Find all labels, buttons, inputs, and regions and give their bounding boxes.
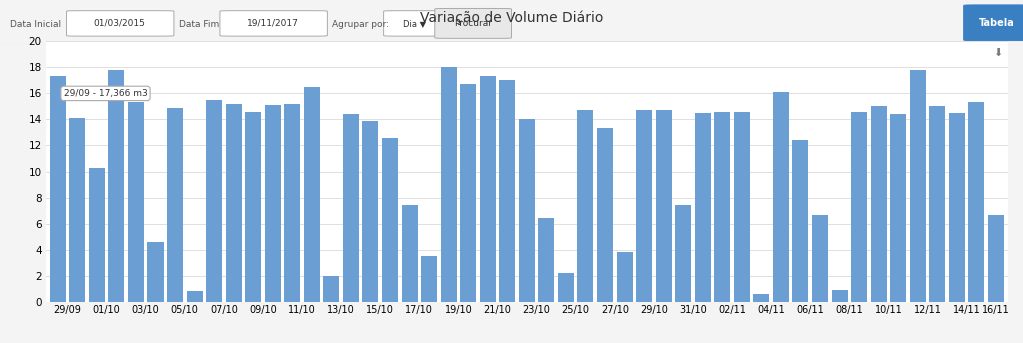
Bar: [480, 76, 496, 302]
Bar: [675, 205, 692, 302]
Bar: [948, 113, 965, 302]
Bar: [695, 113, 711, 302]
Text: Procurar: Procurar: [453, 19, 492, 28]
Bar: [108, 70, 125, 302]
Bar: [499, 80, 516, 302]
Bar: [265, 105, 280, 302]
Bar: [246, 111, 261, 302]
Bar: [929, 106, 945, 302]
Text: 29/09 - 17,366 m3: 29/09 - 17,366 m3: [63, 89, 147, 98]
Bar: [812, 214, 828, 302]
Bar: [362, 121, 379, 302]
Text: Data Fim: Data Fim: [179, 20, 219, 29]
Bar: [832, 290, 848, 302]
Bar: [50, 76, 65, 302]
Bar: [871, 106, 887, 302]
Text: Variação de Volume Diário: Variação de Volume Diário: [419, 11, 604, 25]
Bar: [441, 67, 456, 302]
Bar: [617, 252, 632, 302]
Bar: [538, 218, 554, 302]
Text: Agrupar por:: Agrupar por:: [332, 20, 390, 29]
Bar: [89, 168, 105, 302]
Bar: [753, 294, 769, 302]
Bar: [402, 205, 417, 302]
Bar: [284, 104, 301, 302]
Text: ⬇: ⬇: [992, 48, 1003, 58]
Text: Dia ▼: Dia ▼: [403, 19, 426, 28]
Bar: [773, 92, 789, 302]
Bar: [206, 100, 222, 302]
FancyBboxPatch shape: [964, 5, 1023, 40]
Bar: [167, 108, 183, 302]
Bar: [890, 114, 906, 302]
Text: Tabela: Tabela: [979, 19, 1014, 28]
Bar: [460, 84, 477, 302]
Bar: [851, 111, 868, 302]
Bar: [988, 214, 1004, 302]
Bar: [519, 119, 535, 302]
Bar: [969, 103, 984, 302]
Bar: [577, 110, 593, 302]
Bar: [323, 276, 340, 302]
Bar: [186, 292, 203, 302]
Bar: [128, 103, 144, 302]
Bar: [70, 118, 85, 302]
FancyBboxPatch shape: [435, 9, 512, 38]
Bar: [909, 70, 926, 302]
FancyBboxPatch shape: [384, 11, 445, 36]
Bar: [343, 114, 359, 302]
Bar: [793, 140, 808, 302]
Bar: [147, 242, 164, 302]
Text: Data Inicial: Data Inicial: [10, 20, 61, 29]
Bar: [421, 256, 437, 302]
Bar: [304, 87, 320, 302]
Bar: [656, 110, 672, 302]
Text: 19/11/2017: 19/11/2017: [248, 19, 299, 28]
Bar: [597, 129, 613, 302]
Text: 01/03/2015: 01/03/2015: [94, 19, 145, 28]
Bar: [733, 111, 750, 302]
Bar: [382, 138, 398, 302]
FancyBboxPatch shape: [66, 11, 174, 36]
Bar: [558, 273, 574, 302]
Bar: [636, 110, 652, 302]
Bar: [226, 104, 241, 302]
FancyBboxPatch shape: [220, 11, 327, 36]
Bar: [714, 111, 730, 302]
